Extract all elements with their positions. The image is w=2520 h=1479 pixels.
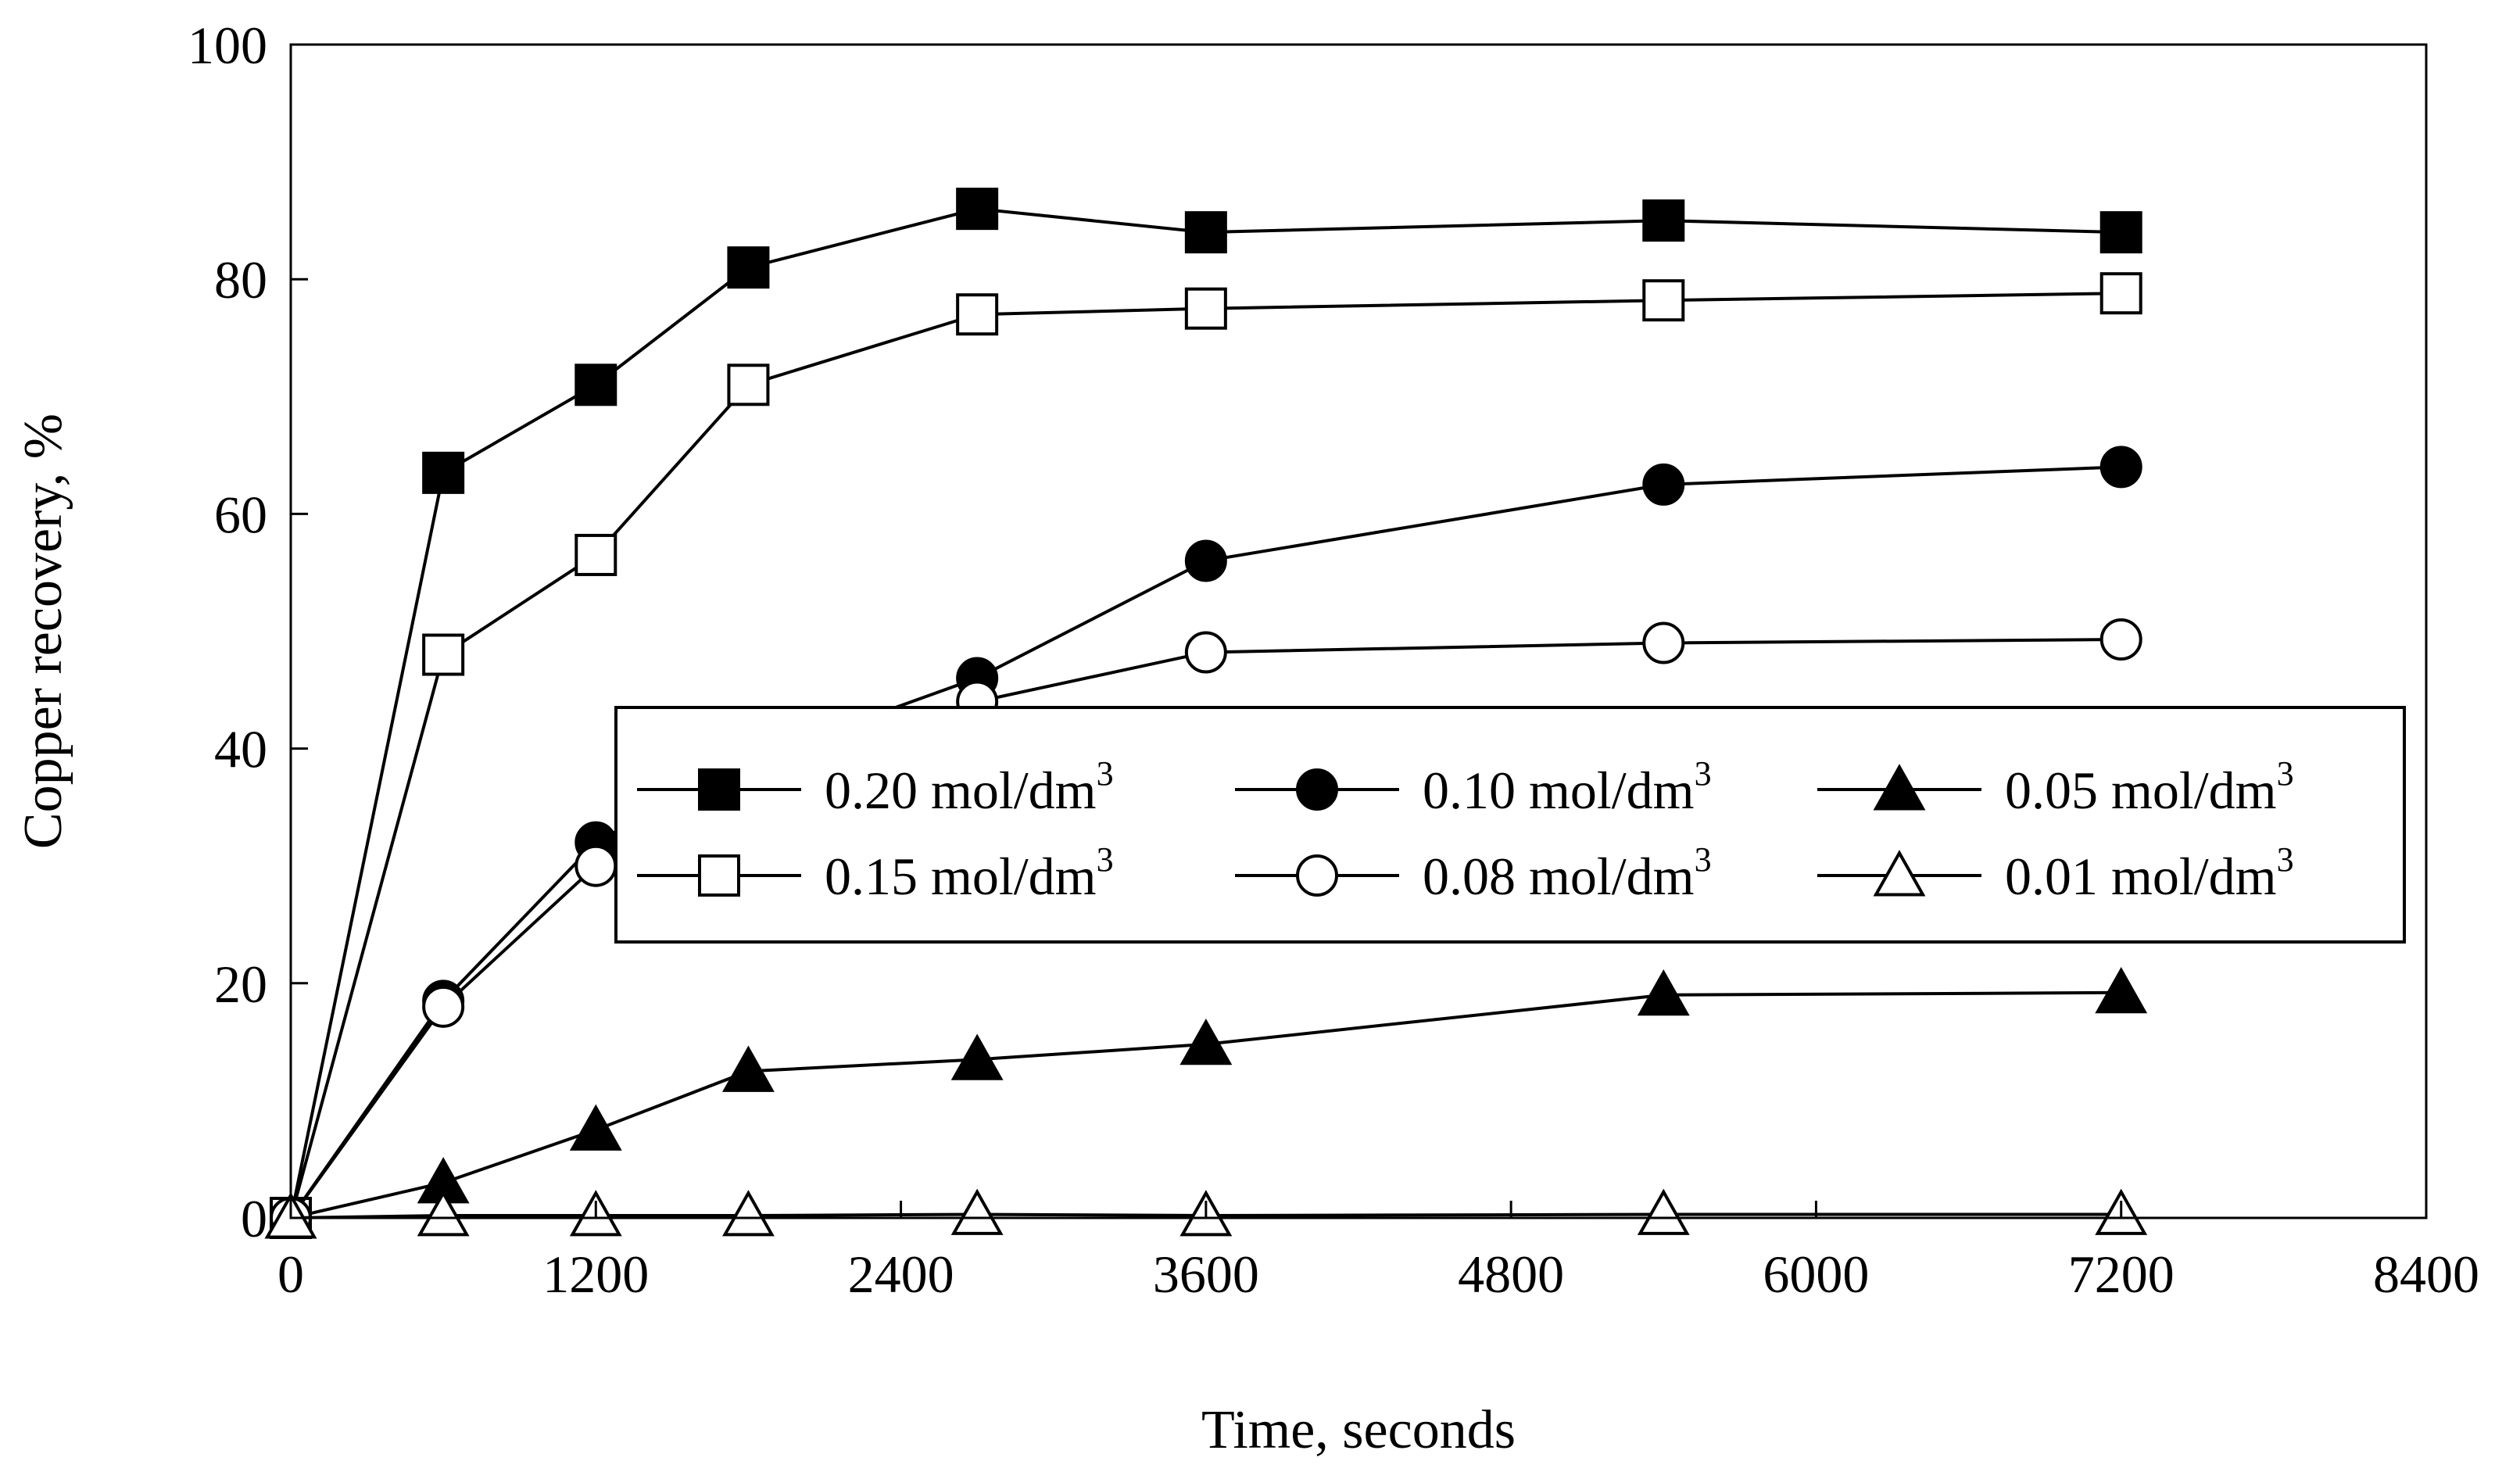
y-tick-label: 20	[214, 954, 267, 1014]
data-point	[950, 1188, 1004, 1235]
x-tick-label: 4800	[1458, 1244, 1564, 1304]
data-point	[2099, 211, 2142, 254]
legend-label: 0.10 mol/dm3	[1423, 754, 1712, 820]
series-line	[289, 292, 2121, 1219]
legend-entry: 0.20 mol/dm3	[637, 754, 1114, 820]
series-line	[290, 1212, 2121, 1219]
data-point	[575, 533, 617, 576]
x-tick-label: 2400	[848, 1244, 954, 1304]
legend-marker	[698, 854, 740, 897]
x-tick-label: 3600	[1153, 1244, 1259, 1304]
data-point	[1637, 1188, 1690, 1235]
data-point	[575, 844, 617, 887]
data-point	[1637, 969, 1690, 1016]
legend-label-superscript: 3	[2277, 840, 2294, 879]
y-tick-label: 60	[214, 485, 267, 544]
data-point	[422, 633, 465, 676]
y-axis-title: Copper recovery, %	[13, 414, 73, 849]
data-point	[569, 1104, 622, 1151]
x-tick-label: 8400	[2373, 1244, 2479, 1304]
data-point	[1184, 287, 1227, 330]
legend-box	[614, 706, 2406, 944]
data-point	[2099, 272, 2142, 315]
legend-marker	[1296, 768, 1338, 811]
legend-label-superscript: 3	[1695, 754, 1712, 793]
data-point	[956, 293, 999, 336]
data-point	[1642, 463, 1685, 506]
data-point	[417, 1190, 470, 1237]
x-axis-title: Time, seconds	[1201, 1400, 1516, 1460]
y-tick-label: 0	[241, 1189, 267, 1248]
legend-entry: 0.05 mol/dm3	[1817, 754, 2294, 820]
legend-entry: 0.10 mol/dm3	[1235, 754, 1712, 820]
data-point	[1179, 1019, 1233, 1065]
data-point	[1184, 539, 1227, 582]
data-point	[2099, 446, 2142, 489]
data-point	[1184, 631, 1227, 674]
legend-marker	[698, 768, 740, 811]
legend-label: 0.15 mol/dm3	[825, 840, 1114, 906]
y-tick-label: 40	[214, 720, 267, 779]
legend-label: 0.05 mol/dm3	[2005, 754, 2294, 820]
x-tick-label: 7200	[2068, 1244, 2175, 1304]
series-line	[290, 990, 2121, 1219]
y-tick-label: 80	[214, 250, 267, 310]
data-point	[1642, 279, 1685, 322]
data-point	[575, 363, 617, 406]
x-tick-label: 6000	[1763, 1244, 1869, 1304]
legend-entry: 0.01 mol/dm3	[1817, 840, 2294, 906]
data-point	[1184, 211, 1227, 254]
legend-label-superscript: 3	[1097, 840, 1114, 879]
series-layer	[264, 188, 2148, 1239]
data-point	[1642, 621, 1685, 664]
x-tick-label: 0	[277, 1244, 304, 1304]
legend-entry: 0.15 mol/dm3	[637, 840, 1114, 906]
data-point	[722, 1045, 775, 1092]
legend-label-superscript: 3	[1695, 840, 1712, 879]
data-point	[2099, 618, 2142, 661]
legend-label-superscript: 3	[1097, 754, 1114, 793]
axis-ticks: 0 1200 2400 3600 4800 6000 7200 8400 0 20 40 60 80 10…	[188, 16, 2479, 1304]
series-line	[289, 207, 2121, 1219]
data-point	[722, 1190, 775, 1237]
x-tick-label: 1200	[542, 1244, 649, 1304]
data-point	[950, 1033, 1004, 1080]
data-point	[422, 451, 465, 494]
data-point	[422, 985, 465, 1028]
data-point	[956, 188, 999, 231]
data-point	[2095, 966, 2148, 1014]
legend-marker	[1873, 850, 1926, 897]
y-tick-label: 100	[188, 16, 267, 75]
data-point	[1642, 199, 1685, 242]
legend-label: 0.08 mol/dm3	[1423, 840, 1712, 906]
legend-label-superscript: 3	[2277, 754, 2294, 793]
data-point	[727, 363, 770, 406]
legend: 0.20 mol/dm3 0.10 mol/dm3 0.05 mol/dm3 0.15…	[614, 706, 2406, 944]
legend-label: 0.01 mol/dm3	[2005, 840, 2294, 906]
legend-label: 0.20 mol/dm3	[825, 754, 1114, 820]
data-point	[727, 246, 770, 289]
legend-marker	[1296, 854, 1338, 897]
legend-entry: 0.08 mol/dm3	[1235, 840, 1712, 906]
legend-marker	[1873, 764, 1926, 811]
plot-area-frame	[289, 43, 2428, 1219]
